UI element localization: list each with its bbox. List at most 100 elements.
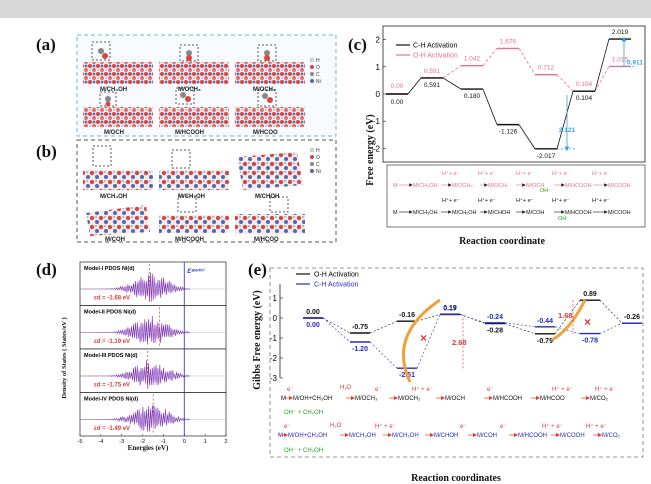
- e-oh-series-connector: [599, 299, 623, 324]
- slab-a4: [83, 107, 153, 127]
- d-band-center-label: εd = -1.19 eV: [94, 339, 130, 345]
- scheme-c-bottom-species: M/CH₃OH: [413, 210, 438, 216]
- chart-e-ylabel: Gibbs Free energy (eV): [252, 290, 263, 390]
- e-oh-series-connector: [322, 317, 351, 334]
- scheme-e-top-species: M: [281, 396, 286, 402]
- scheme-e-bottom-species: M/OH+CH₃OH: [288, 433, 327, 439]
- chart-c-ytick-label: 0: [376, 90, 381, 99]
- chart-d-xtick-label: 1: [204, 439, 207, 445]
- chart-d-ylabel: Density of States ( States/eV ): [61, 317, 68, 398]
- adsorbate-box-b6: [269, 196, 289, 213]
- adsorbate-box-a6: [257, 89, 277, 107]
- ch-value-label: -2.017: [537, 153, 556, 160]
- oh-value-label: 0.591: [424, 68, 441, 75]
- ch-value-label: 0.104: [576, 95, 593, 102]
- caption-b5: M/HCOOH: [175, 237, 204, 243]
- e-oh-value-label: -0.28: [487, 328, 503, 335]
- structure-grid-a: [83, 41, 305, 127]
- scheme-e-hpe: H⁺ + e⁻: [595, 386, 616, 393]
- svg-text:O: O: [316, 155, 320, 161]
- scheme-e-eminus: e⁻: [375, 387, 382, 393]
- caption-a2: M/OCH₃: [178, 87, 201, 93]
- chart-d-xtick-label: -5: [78, 439, 83, 445]
- scheme-c-top-step: H⁺+ e⁻: [516, 170, 534, 177]
- e-ch-series-connector: [504, 322, 536, 328]
- svg-text:Ni: Ni: [316, 79, 321, 85]
- pdos-model-label: Model-II PDOS Ni(d): [84, 310, 136, 316]
- panel-b: M/CH₃OH M/CH₂OH M/CHOH M/COH M/HCOOH M/H…: [76, 139, 337, 243]
- d-band-center-label: εd = -1.75 eV: [94, 383, 130, 389]
- e-blocked-mark-2: ×: [584, 315, 591, 329]
- pdos-model-label: Model-III PDOS Ni(d): [84, 353, 138, 359]
- chart-e-xlabel: Reaction coordinates: [411, 473, 501, 484]
- e-oh-value-label: 0.00: [306, 309, 320, 316]
- scheme-e-hpe: H⁺ + e⁻: [552, 386, 573, 393]
- scheme-e-bottom-species: M/CHOH: [434, 433, 458, 439]
- slab-a1: [83, 62, 153, 84]
- ch-value-label: 0.180: [464, 93, 481, 100]
- slab-b2: [159, 170, 229, 190]
- chart-e-ytick-label: 0: [273, 314, 278, 323]
- caption-b6: M/HCOO: [254, 237, 279, 243]
- scheme-e-eminus: e⁻: [460, 424, 467, 430]
- chart-c-ytick-label: -2: [373, 144, 381, 153]
- caption-a3: M/OCH₂: [253, 87, 276, 93]
- fermi-label: Eᵆᵉʳᵐⁱ: [187, 268, 204, 275]
- oh-series-connector: [482, 48, 498, 66]
- scheme-e-top-species: M/OCH: [445, 396, 465, 402]
- pdos-model-label: Model-IV PDOS Ni(d): [84, 397, 138, 403]
- scheme-c-bottom-species: M/HCOOH: [565, 210, 592, 216]
- scheme-e-top-species: M/OCH₂: [398, 396, 421, 402]
- svg-text:H: H: [316, 148, 320, 154]
- chart-c-xlabel: Reaction coordinate: [459, 236, 545, 247]
- e-ch-value-label: -0.44: [537, 318, 553, 325]
- oh-value-label: 1.042: [464, 56, 481, 63]
- e-ch-value-label: 0.17: [443, 306, 457, 313]
- scheme-c: M M/CH₃OH M/OCH₃ M/OCH₂ M/OCH M/HCOOH M/COOH M M…: [386, 164, 646, 228]
- ch-series-connector: [442, 77, 462, 90]
- e-barrier-label-168: 1.68: [558, 311, 573, 320]
- chart-c-marks: 0.00 0.591 1.042 1.676 0.712 0.104 1.015 0.00 0.…: [386, 29, 643, 160]
- e-oh-value-label: -0.79: [537, 338, 553, 345]
- scheme-c-oh: OH⁻: [540, 188, 551, 194]
- chart-e-ytick-label: -2: [270, 354, 278, 363]
- panel-e: 1 0 -1 -2 -3 0.00 -0.75 -0.16 0.19 -0.28 -0.79 0.8…: [252, 267, 644, 484]
- oh-value-label: 1.676: [500, 38, 517, 45]
- scheme-c-top-species: M/OCH: [526, 183, 544, 189]
- e-ch-series-connector: [459, 314, 486, 324]
- scheme-e-eminus: e⁻: [284, 424, 291, 430]
- chart-d-xtick-label: -4: [98, 439, 103, 445]
- oh-series-connector: [594, 66, 610, 92]
- panel-c: 2 1 0 -1 -2 0.00 0.591 1.042 1.676 0.712 0.104 1.0…: [365, 25, 646, 247]
- e-oh-value-label: -0.75: [352, 324, 368, 331]
- scheme-e-top-species: M/HCOOH: [493, 396, 522, 402]
- ch-series-connector: [556, 91, 574, 149]
- e-oh-series-connector: [416, 313, 441, 322]
- top-gray-band: [0, 0, 651, 18]
- barrier-label-2121: 2.121: [559, 127, 576, 134]
- e-ch-series-connector: [416, 314, 441, 369]
- adsorbate-a4: [105, 96, 111, 102]
- ch-series-connector: [518, 124, 536, 150]
- oh-value-label: 0.00: [391, 83, 404, 90]
- scheme-e-bottom-species: M/CH₃OH: [349, 433, 376, 439]
- scheme-e-ohch-bottom: OH⁻ + CH₃OH: [284, 448, 323, 454]
- ch-series-connector: [407, 77, 422, 95]
- e-blocked-mark: ×: [420, 331, 427, 345]
- scheme-e-bottom-species: M/COH: [477, 433, 497, 439]
- slab-b4: [86, 205, 150, 236]
- slab-b1: [83, 170, 153, 190]
- chart-d-xtick-label: -2: [140, 439, 145, 445]
- adsorbate-box-a1: [91, 41, 111, 61]
- chart-d-xtick-label: 0: [183, 439, 186, 445]
- adsorbate-a3: [264, 50, 270, 56]
- ch-series-connector: [482, 88, 498, 125]
- e-oh-value-label: 0.89: [583, 291, 597, 298]
- e-oh-value-label: -0.26: [624, 314, 640, 321]
- adsorbate-box-a2: [179, 44, 199, 62]
- adsorbate-a2: [186, 50, 192, 56]
- caption-a4: M/OCH: [104, 130, 124, 136]
- caption-b4: M/COH: [105, 237, 125, 243]
- panel-d: Model-I PDOS Ni(d) εd = -1.68 eV Model-II …: [61, 261, 228, 452]
- e-ch-series-connector: [599, 322, 623, 334]
